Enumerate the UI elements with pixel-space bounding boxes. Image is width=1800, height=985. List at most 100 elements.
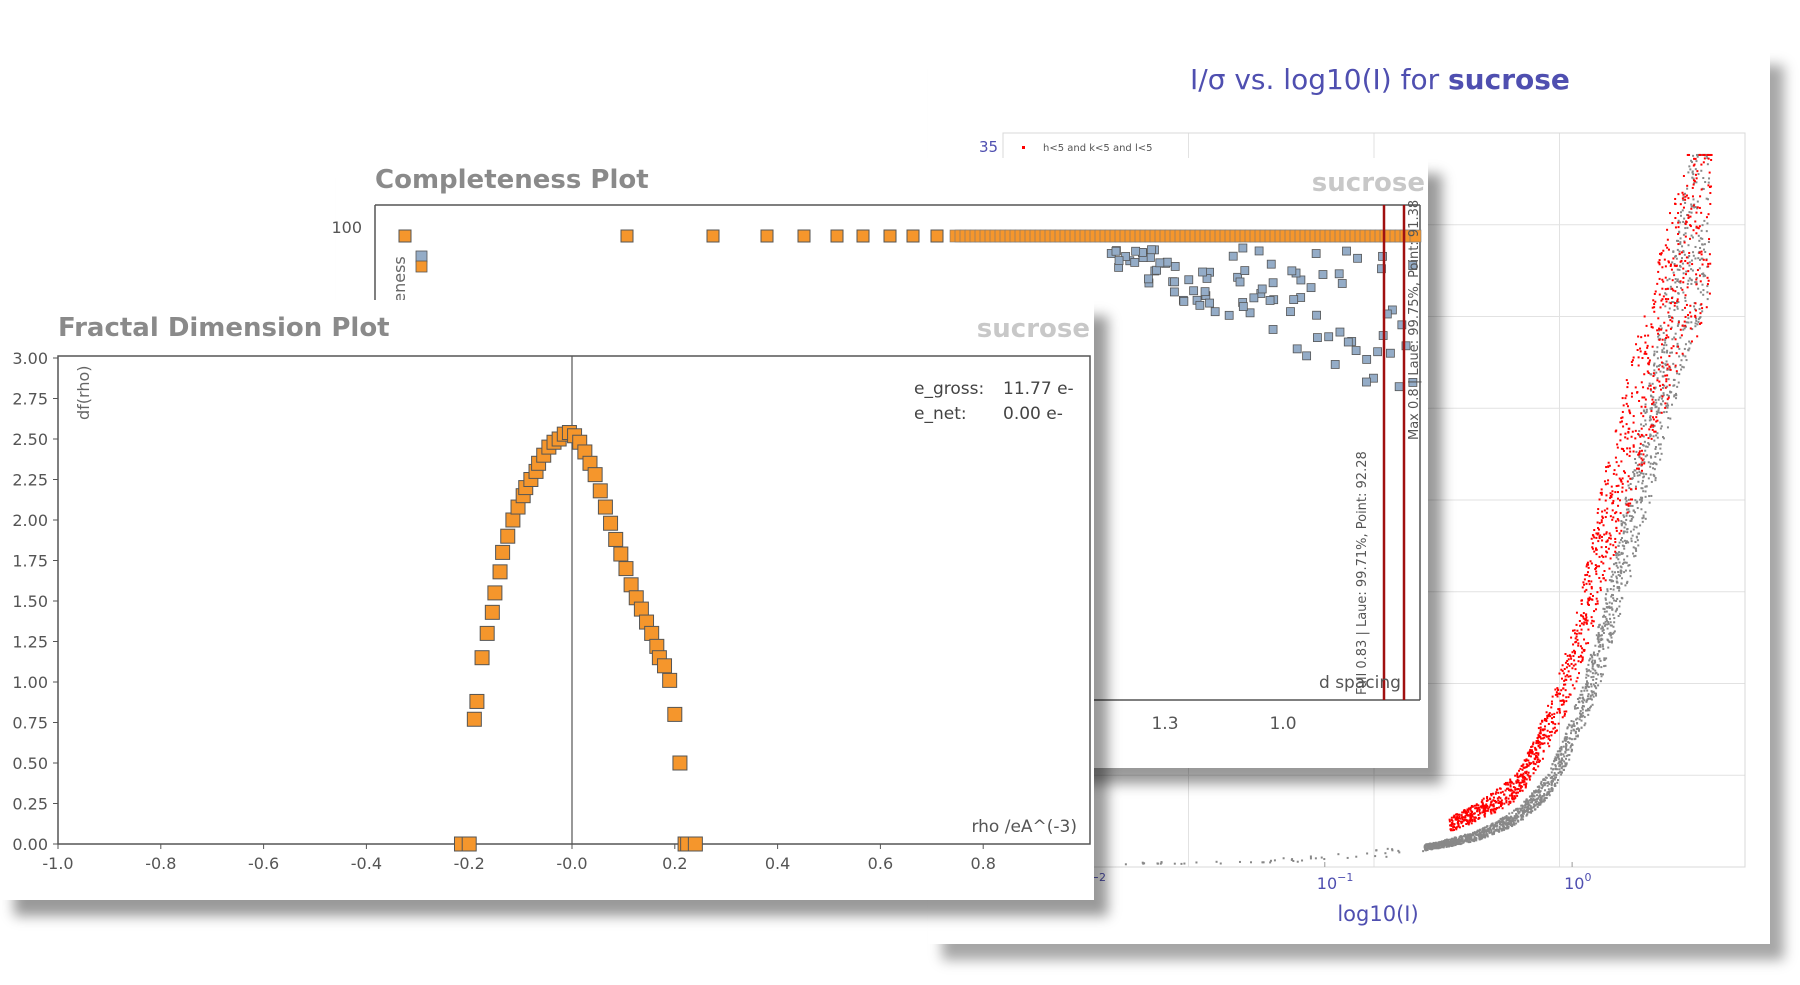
isigma-highlight-point <box>1586 573 1589 576</box>
isigma-highlight-point <box>1649 384 1652 387</box>
isigma-point <box>1547 773 1550 776</box>
isigma-point <box>1624 523 1627 526</box>
isigma-point <box>1474 836 1477 839</box>
isigma-highlight-point <box>1522 775 1525 778</box>
isigma-highlight-point <box>1698 206 1701 209</box>
isigma-highlight-point <box>1588 583 1591 586</box>
isigma-highlight-point <box>1596 521 1599 524</box>
isigma-point <box>1697 321 1700 324</box>
isigma-point <box>1633 555 1636 558</box>
isigma-point <box>1500 823 1503 826</box>
isigma-point <box>1475 839 1478 842</box>
isigma-point <box>1656 357 1659 360</box>
isigma-point <box>1460 842 1463 845</box>
isigma-highlight-point <box>1471 810 1474 813</box>
isigma-point <box>1537 797 1540 800</box>
isigma-highlight-point <box>1648 361 1651 364</box>
isigma-point <box>1611 570 1614 573</box>
isigma-highlight-point <box>1562 687 1565 690</box>
isigma-highlight-point <box>1606 540 1609 543</box>
isigma-highlight-point <box>1700 253 1703 256</box>
isigma-highlight-point <box>1562 699 1565 702</box>
isigma-point <box>1501 829 1504 832</box>
isigma-highlight-point <box>1614 550 1617 553</box>
isigma-highlight-point <box>1519 786 1522 789</box>
isigma-highlight-point <box>1609 543 1612 546</box>
isigma-point <box>1700 257 1703 260</box>
isigma-highlight-point <box>1572 655 1575 658</box>
isigma-point <box>1699 316 1702 319</box>
isigma-point <box>1620 524 1623 527</box>
isigma-highlight-point <box>1620 417 1623 420</box>
isigma-point <box>1606 602 1609 605</box>
isigma-point <box>1606 627 1609 630</box>
isigma-highlight-point <box>1701 307 1704 310</box>
isigma-point <box>1565 762 1568 765</box>
isigma-highlight-point <box>1560 703 1563 706</box>
fractal-point <box>492 564 508 580</box>
isigma-highlight-point <box>1490 793 1493 796</box>
isigma-point <box>1628 487 1631 490</box>
isigma-highlight-point <box>1651 306 1654 309</box>
isigma-point <box>1466 835 1469 838</box>
isigma-highlight-point <box>1632 415 1635 418</box>
isigma-point <box>1691 176 1694 179</box>
isigma-point <box>1445 843 1448 846</box>
isigma-point <box>1612 631 1615 634</box>
isigma-highlight-point <box>1580 614 1583 617</box>
isigma-highlight-point <box>1516 794 1519 797</box>
isigma-point <box>1443 841 1446 844</box>
isigma-highlight-point <box>1666 363 1669 366</box>
isigma-point <box>1669 285 1672 288</box>
isigma-highlight-point <box>1470 816 1473 819</box>
isigma-point <box>1702 248 1705 251</box>
isigma-highlight-point <box>1696 226 1699 229</box>
isigma-highlight-point <box>1521 779 1524 782</box>
isigma-highlight-point <box>1567 696 1570 699</box>
isigma-highlight-point <box>1647 357 1650 360</box>
isigma-point <box>1597 639 1600 642</box>
isigma-point <box>1638 447 1641 450</box>
isigma-highlight-point <box>1605 531 1608 534</box>
isigma-highlight-point <box>1626 480 1629 483</box>
isigma-point <box>1605 617 1608 620</box>
isigma-highlight-point <box>1601 574 1604 577</box>
isigma-highlight-point <box>1450 829 1453 832</box>
isigma-point <box>1615 580 1618 583</box>
isigma-point <box>1574 704 1577 707</box>
isigma-highlight-point <box>1508 794 1511 797</box>
isigma-highlight-point <box>1710 158 1713 161</box>
isigma-point <box>1337 853 1340 856</box>
point-group-point <box>1131 246 1141 256</box>
isigma-highlight-point <box>1609 494 1612 497</box>
isigma-point <box>1542 778 1545 781</box>
isigma-highlight-point <box>1470 819 1473 822</box>
isigma-highlight-point <box>1593 536 1596 539</box>
isigma-point <box>1697 173 1700 176</box>
fractal-title: Fractal Dimension Plot <box>58 313 390 343</box>
fractal-point <box>623 577 639 593</box>
isigma-point <box>1676 268 1679 271</box>
isigma-highlight-point <box>1602 556 1605 559</box>
isigma-point <box>1602 631 1605 634</box>
isigma-point <box>1600 637 1603 640</box>
isigma-highlight-point <box>1549 715 1552 718</box>
isigma-point <box>1679 211 1682 214</box>
isigma-highlight-point <box>1489 804 1492 807</box>
isigma-highlight-point <box>1670 297 1673 300</box>
isigma-point <box>1634 547 1637 550</box>
isigma-highlight-point <box>1571 651 1574 654</box>
isigma-point <box>1512 817 1515 820</box>
isigma-highlight-point <box>1556 687 1559 690</box>
fractal-x-tick-label: 0.6 <box>868 854 893 873</box>
isigma-highlight-point <box>1626 447 1629 450</box>
isigma-highlight-point <box>1556 693 1559 696</box>
isigma-highlight-point <box>1587 566 1590 569</box>
isigma-point <box>1442 846 1445 849</box>
isigma-highlight-point <box>1705 306 1708 309</box>
point-group-point <box>1343 337 1353 347</box>
isigma-highlight-point <box>1630 395 1633 398</box>
isigma-highlight-point <box>1693 163 1696 166</box>
isigma-highlight-point <box>1537 742 1540 745</box>
isigma-point <box>1454 836 1457 839</box>
